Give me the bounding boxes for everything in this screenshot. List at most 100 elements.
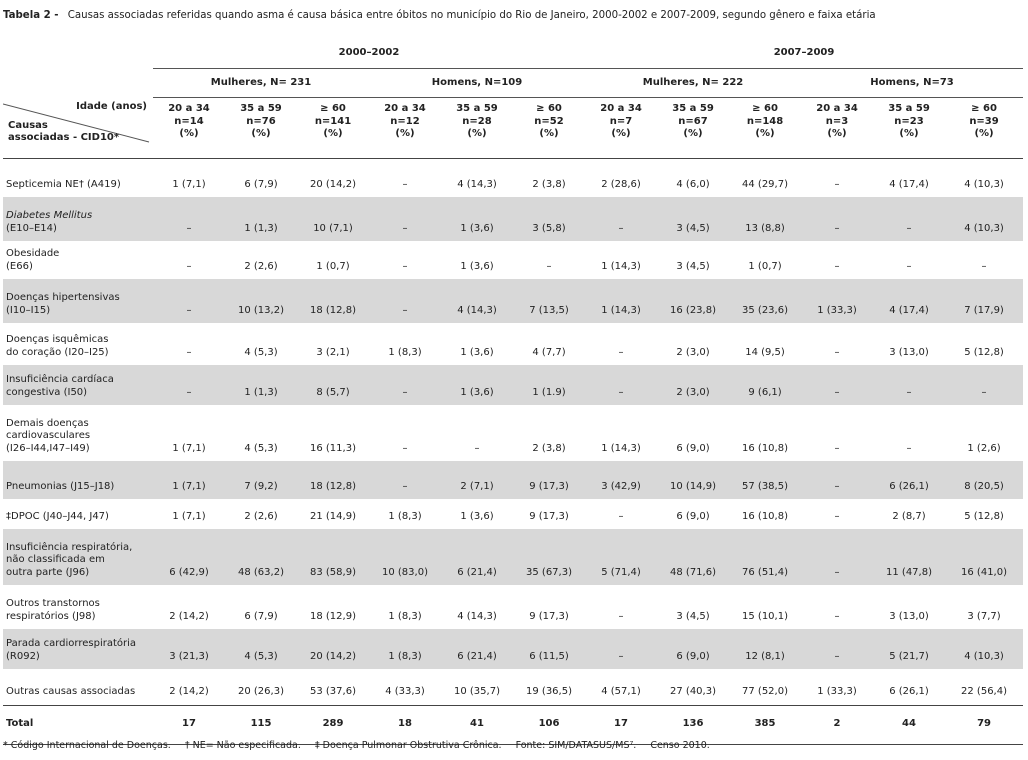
- age-column-header: ≥ 60 n=52 (%): [513, 97, 586, 159]
- value-cell: 7 (13,5): [513, 279, 586, 323]
- value-cell: –: [585, 365, 658, 405]
- total-label: Total: [3, 704, 153, 745]
- value-cell: –: [618, 610, 624, 622]
- value-cell: –: [834, 442, 840, 454]
- total-value-cell: 289: [297, 704, 369, 745]
- cause-cell: Pneumonias (J15–J18): [3, 461, 153, 499]
- value-cell: 16 (10,8): [742, 442, 788, 454]
- value-cell: 9 (17,3): [529, 510, 569, 522]
- period-2000-2002: 2000–2002: [153, 38, 586, 69]
- value-cell: 4 (17,4): [889, 178, 929, 190]
- value-cell: –: [801, 629, 874, 669]
- value-cell: –: [546, 260, 552, 272]
- table-row: Pneumonias (J15–J18) 1 (7,1) 7 (9,2) 18 (12…: [3, 461, 1024, 499]
- value-cell: 1 (3,6): [460, 510, 494, 522]
- value-cell: –: [153, 365, 225, 405]
- age-label: Idade (anos): [76, 100, 147, 112]
- value-cell: 4 (6,0): [676, 178, 710, 190]
- value-cell: 20 (26,3): [238, 686, 284, 697]
- value-cell: 3 (4,5): [676, 610, 710, 622]
- table-row: Parada cardiorrespiratória (R092) 3 (21,3)…: [3, 629, 1024, 669]
- value-cell: 6 (11,5): [513, 629, 586, 669]
- value-cell: –: [153, 197, 225, 241]
- value-cell: 4 (5,3): [225, 629, 297, 669]
- value-cell: 1 (7,1): [172, 178, 206, 190]
- table-footnotes: * Código Internacional de Doenças. † NE= …: [3, 740, 724, 751]
- value-cell: 13 (8,8): [729, 197, 802, 241]
- value-cell: 1 (14,3): [585, 279, 658, 323]
- table-row: Diabetes Mellitus (E10–E14) –1 (1,3) 10 (7,…: [3, 197, 1024, 241]
- value-cell: 1 (7,1): [172, 442, 206, 454]
- value-cell: –: [618, 346, 624, 358]
- caption-label: Tabela 2 -: [3, 10, 59, 21]
- value-cell: 1 (8,3): [388, 346, 422, 358]
- value-cell: –: [834, 510, 840, 522]
- value-cell: 5 (12,8): [964, 510, 1004, 522]
- cause-cell: Doenças isquêmicas do coração (I20–I25): [6, 334, 109, 358]
- value-cell: 4 (33,3): [385, 686, 425, 697]
- total-value-cell: 79: [945, 704, 1024, 745]
- group-women-2000: Mulheres, N= 231: [153, 68, 369, 98]
- table-row: ‡DPOC (J40–J44, J47) 1 (7,1) 2 (2,6) 21 (14…: [3, 499, 1023, 529]
- value-cell: 3 (13,0): [889, 610, 929, 622]
- total-value-cell: 18: [369, 704, 441, 745]
- value-cell: 2 (7,1): [441, 461, 513, 499]
- value-cell: 1 (3,6): [441, 365, 513, 405]
- value-cell: 7 (9,2): [225, 461, 297, 499]
- value-cell: 77 (52,0): [742, 686, 788, 697]
- total-value-cell: 17: [153, 704, 225, 745]
- causes-label: Causas associadas - CID10*: [8, 119, 120, 144]
- age-column-header: 20 a 34 n=14 (%): [153, 97, 225, 159]
- value-cell: 48 (71,6): [657, 529, 730, 585]
- value-cell: –: [873, 365, 946, 405]
- value-cell: –: [186, 260, 192, 272]
- value-cell: –: [369, 461, 441, 499]
- value-cell: –: [402, 442, 408, 454]
- value-cell: 2 (3,8): [532, 178, 566, 190]
- value-cell: 22 (56,4): [961, 686, 1008, 697]
- value-cell: 18 (12,8): [297, 461, 369, 499]
- value-cell: 10 (83,0): [369, 529, 441, 585]
- footnote: † NE= Não especificada.: [184, 740, 301, 751]
- value-cell: –: [906, 442, 912, 454]
- age-header-row: Idade (anos) Causas associadas - CID10* …: [3, 97, 1024, 159]
- value-cell: –: [369, 279, 441, 323]
- value-cell: 2 (3,0): [657, 365, 730, 405]
- value-cell: 6 (9,0): [676, 442, 710, 454]
- value-cell: 7 (17,9): [945, 279, 1024, 323]
- total-row: Total 17 115 289 18 41 106 17 136 385 2 44 79: [3, 704, 1024, 745]
- value-cell: 27 (40,3): [670, 686, 716, 697]
- age-column-header: ≥ 60 n=148 (%): [729, 97, 802, 159]
- value-cell: 1 (8,3): [369, 629, 441, 669]
- group-men-2007: Homens, N=73: [801, 68, 1024, 98]
- value-cell: 1 (7,1): [172, 510, 206, 522]
- cause-cell: Demais doenças cardiovasculares (I26–I44,I…: [6, 417, 91, 454]
- value-cell: 4 (14,3): [457, 610, 497, 622]
- value-cell: 9 (17,3): [513, 461, 586, 499]
- value-cell: 10 (14,9): [657, 461, 730, 499]
- cause-cell: Doenças hipertensivas (I10–I15): [3, 279, 153, 323]
- total-value-cell: 115: [225, 704, 297, 745]
- value-cell: 5 (21,7): [873, 629, 946, 669]
- value-cell: 3 (13,0): [889, 346, 929, 358]
- total-value-cell: 44: [873, 704, 946, 745]
- value-cell: –: [585, 197, 658, 241]
- table-row: Obesidade (E66) – 2 (2,6) 1 (0,7) – 1 (3,6) – 1 …: [3, 241, 1023, 279]
- value-cell: 2 (3,8): [532, 442, 566, 454]
- caption-title: Causas associadas referidas quando asma …: [67, 10, 876, 21]
- mortality-table: 2000–2002 2007–2009 Mulheres, N= 231 Hom…: [3, 38, 1024, 745]
- value-cell: 16 (11,3): [310, 442, 356, 454]
- value-cell: 2 (2,6): [244, 510, 278, 522]
- cause-cell: Septicemia NE† (A419): [6, 178, 121, 190]
- value-cell: 6 (7,9): [244, 610, 278, 622]
- corner-header: Idade (anos) Causas associadas - CID10*: [3, 97, 153, 159]
- value-cell: 1 (14,3): [601, 260, 641, 272]
- age-column-header: 20 a 34 n=7 (%): [585, 97, 658, 159]
- value-cell: –: [369, 197, 441, 241]
- value-cell: 83 (58,9): [297, 529, 369, 585]
- group-men-2000: Homens, N=109: [369, 68, 586, 98]
- age-column-header: 35 a 59 n=23 (%): [873, 97, 946, 159]
- value-cell: 48 (63,2): [225, 529, 297, 585]
- age-column-header: 35 a 59 n=67 (%): [657, 97, 730, 159]
- value-cell: 2 (14,2): [169, 686, 209, 697]
